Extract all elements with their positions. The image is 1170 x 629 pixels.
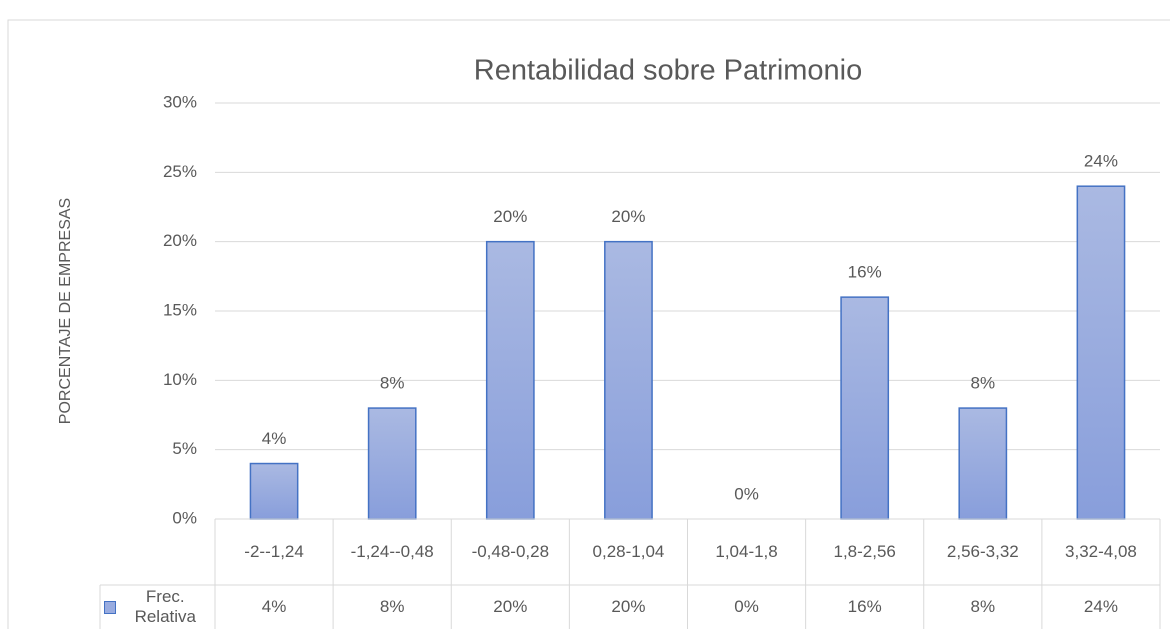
table-value: 8% [379, 597, 405, 616]
legend-swatch [104, 600, 116, 614]
bar [1076, 185, 1126, 520]
y-tick-label: 15% [163, 300, 197, 319]
bar [958, 407, 1008, 520]
y-axis-label: PORCENTAJE DE EMPRESAS [57, 198, 74, 424]
bar [367, 407, 417, 520]
data-label: 0% [734, 484, 759, 503]
y-tick-label: 30% [163, 92, 197, 111]
y-tick-label: 20% [163, 231, 197, 250]
category-label: 3,32-4,08 [1065, 542, 1137, 561]
category-label: 2,56-3,32 [946, 542, 1019, 561]
y-tick-label: 0% [172, 508, 197, 527]
chart-title: Rentabilidad sobre Patrimonio [474, 55, 863, 87]
table-value: 16% [847, 597, 882, 616]
bar [485, 240, 535, 520]
category-label: -1,24--0,48 [350, 542, 434, 561]
data-label: 20% [493, 207, 527, 226]
category-label: 1,04-1,8 [715, 542, 778, 561]
data-label: 8% [971, 374, 996, 393]
category-label: -0,48-0,28 [471, 542, 550, 561]
data-label: 8% [380, 374, 405, 393]
bar [840, 296, 890, 520]
y-tick-label: 25% [163, 162, 197, 181]
legend-label: Frec. Relativa [134, 587, 196, 626]
table-value: 20% [493, 597, 528, 616]
table-value: 8% [970, 597, 996, 616]
bar [249, 462, 299, 520]
data-label: 20% [611, 207, 645, 226]
table-value: 20% [611, 597, 646, 616]
table-value: 4% [261, 597, 287, 616]
data-label: 4% [262, 429, 287, 448]
table-value: 0% [734, 597, 759, 616]
y-tick-label: 5% [172, 439, 197, 458]
data-label: 16% [848, 263, 882, 282]
bar [604, 240, 653, 520]
category-label: -2--1,24 [244, 542, 304, 561]
y-tick-label: 10% [163, 370, 197, 389]
category-label: 0,28-1,04 [592, 542, 665, 561]
data-label: 24% [1084, 152, 1118, 171]
category-label: 1,8-2,56 [833, 542, 896, 561]
chart-frame [7, 19, 1170, 629]
legend-entry: Frec. Relativa [100, 585, 215, 629]
table-value: 24% [1083, 597, 1118, 616]
